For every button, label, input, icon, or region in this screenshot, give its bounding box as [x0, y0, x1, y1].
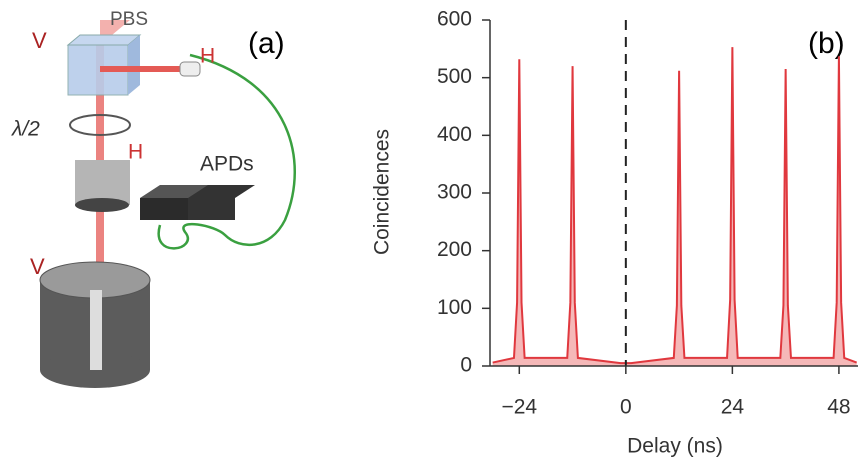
x-tick-label: 24 — [721, 396, 745, 419]
line — [492, 47, 858, 365]
y-axis-label: Coincidences — [371, 129, 394, 255]
plot-area — [492, 47, 858, 366]
label: H — [128, 141, 143, 164]
objective-lens — [75, 198, 129, 212]
label: PBS — [110, 9, 148, 30]
y-tick-label: 300 — [437, 181, 472, 204]
label: λ/2 — [11, 118, 40, 141]
apd — [188, 185, 255, 220]
y-tick-label: 0 — [460, 354, 472, 377]
setup-diagram: V PBS H λ/2 H APDs V (a) — [11, 9, 297, 388]
x-tick-label: 48 — [827, 396, 850, 419]
y-tick-label: 600 — [437, 8, 472, 31]
y-tick-label: 200 — [437, 238, 472, 261]
x-tick-label: −24 — [501, 396, 537, 419]
label: H — [200, 45, 215, 68]
objective — [75, 160, 130, 205]
label: V — [32, 28, 47, 53]
waveplate — [69, 114, 131, 136]
x-axis-label: Delay (ns) — [627, 435, 723, 458]
y-tick-label: 100 — [437, 296, 472, 319]
panel-label: (b) — [808, 27, 845, 60]
fiber-coupler — [179, 61, 201, 77]
pbs-top — [66, 34, 142, 46]
pbs-side — [128, 35, 140, 95]
sample — [90, 290, 102, 370]
panel-label: (a) — [248, 27, 285, 60]
apd — [140, 198, 190, 220]
apd-top — [140, 185, 210, 198]
y-tick-label: 500 — [437, 65, 472, 88]
y-tick-label: 400 — [437, 123, 472, 146]
x-tick-label: 0 — [620, 396, 632, 419]
fiber — [157, 53, 297, 250]
area — [492, 47, 857, 366]
label: APDs — [200, 153, 254, 176]
beam-h — [100, 66, 180, 72]
label: V — [30, 254, 45, 279]
